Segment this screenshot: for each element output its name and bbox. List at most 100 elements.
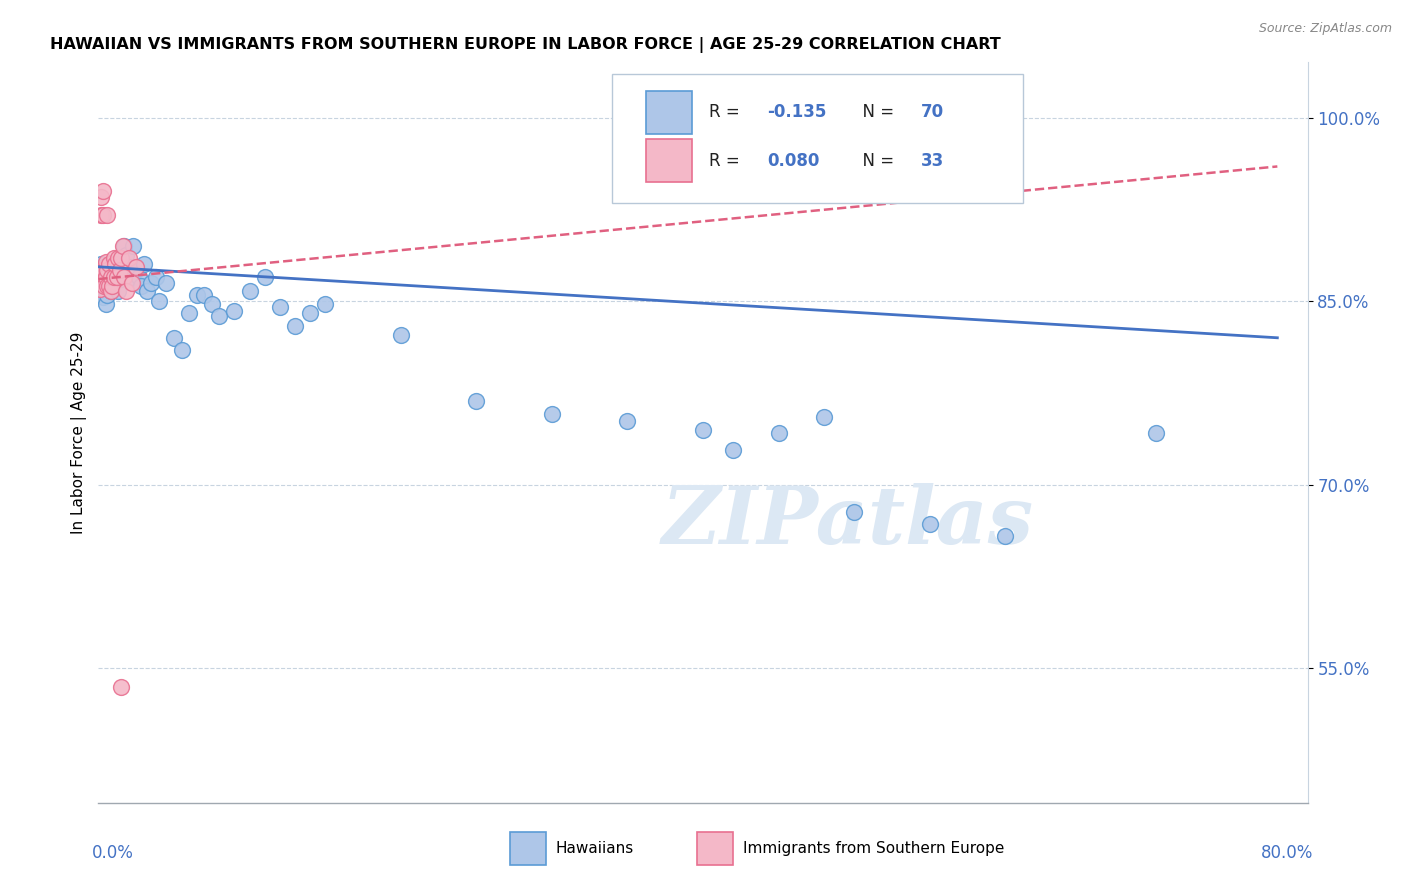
Point [90,257,112,271]
Point [104,257,127,271]
Point [110,252,132,266]
Point [104,260,127,274]
Point [94,296,117,310]
Point [111,239,134,253]
Point [96,263,118,277]
Point [90,288,112,302]
Point [94,279,117,293]
Text: Hawaiians: Hawaiians [555,841,634,856]
Point [108,263,131,277]
Point [118,252,141,266]
Text: R =: R = [709,152,745,169]
Point [145,269,167,284]
Point [89,263,111,277]
Point [91,272,114,286]
Point [100,276,122,290]
Point [98,257,121,271]
Text: ZIPatlas: ZIPatlas [662,483,1035,560]
FancyBboxPatch shape [509,832,546,865]
Point [284,318,307,333]
Point [918,516,941,531]
Point [122,239,145,253]
FancyBboxPatch shape [647,139,692,182]
Point [723,443,745,458]
Point [114,285,136,299]
Point [89,279,111,293]
Point [103,279,125,293]
Point [96,208,118,222]
Point [299,306,322,320]
Text: 33: 33 [921,152,943,169]
Point [616,414,638,428]
Text: -0.135: -0.135 [768,103,827,121]
Point [155,276,177,290]
Point [98,267,121,281]
Point [96,288,118,302]
Point [93,279,115,293]
Point [128,269,150,284]
Point [465,394,488,409]
FancyBboxPatch shape [613,73,1024,203]
Point [110,272,132,286]
Point [768,426,790,441]
Point [103,269,125,284]
Point [118,260,141,274]
Point [93,267,115,281]
Point [314,296,336,310]
Text: Source: ZipAtlas.com: Source: ZipAtlas.com [1258,22,1392,36]
Point [101,269,124,284]
Point [224,303,246,318]
Point [692,423,714,437]
Point [813,410,835,425]
Point [93,260,115,274]
Point [107,285,129,299]
Point [1144,426,1167,441]
Point [94,255,117,269]
Point [91,290,114,304]
Point [170,343,193,357]
Point [94,269,117,284]
Point [94,269,117,284]
Point [121,276,143,290]
Y-axis label: In Labor Force | Age 25-29: In Labor Force | Age 25-29 [72,332,87,533]
Text: 70: 70 [921,103,943,121]
Point [91,282,114,296]
FancyBboxPatch shape [697,832,734,865]
Point [98,279,121,293]
Text: 80.0%: 80.0% [1261,844,1313,862]
Point [100,285,122,299]
Point [269,300,291,314]
Point [179,306,201,320]
Point [125,260,148,274]
Point [91,208,114,222]
Point [100,285,122,299]
Point [193,288,215,302]
Point [186,288,208,302]
Text: Immigrants from Southern Europe: Immigrants from Southern Europe [742,841,1004,856]
Point [98,279,121,293]
Point [163,331,186,345]
Point [121,269,143,284]
Text: 0.0%: 0.0% [93,844,134,862]
Point [201,296,224,310]
Text: N =: N = [852,103,898,121]
Point [112,269,135,284]
Text: 0.080: 0.080 [768,152,820,169]
Point [96,272,118,286]
Point [239,285,262,299]
Point [108,263,131,277]
Point [93,263,115,277]
Point [994,529,1017,543]
Point [112,239,135,253]
Point [135,285,157,299]
Text: N =: N = [852,152,898,169]
Point [93,276,115,290]
Point [129,279,152,293]
Point [107,252,129,266]
Point [91,184,114,198]
Text: HAWAIIAN VS IMMIGRANTS FROM SOUTHERN EUROPE IN LABOR FORCE | AGE 25-29 CORRELATI: HAWAIIAN VS IMMIGRANTS FROM SOUTHERN EUR… [51,37,1001,53]
Point [253,269,276,284]
Point [125,263,148,277]
Point [148,294,170,309]
Point [100,269,122,284]
